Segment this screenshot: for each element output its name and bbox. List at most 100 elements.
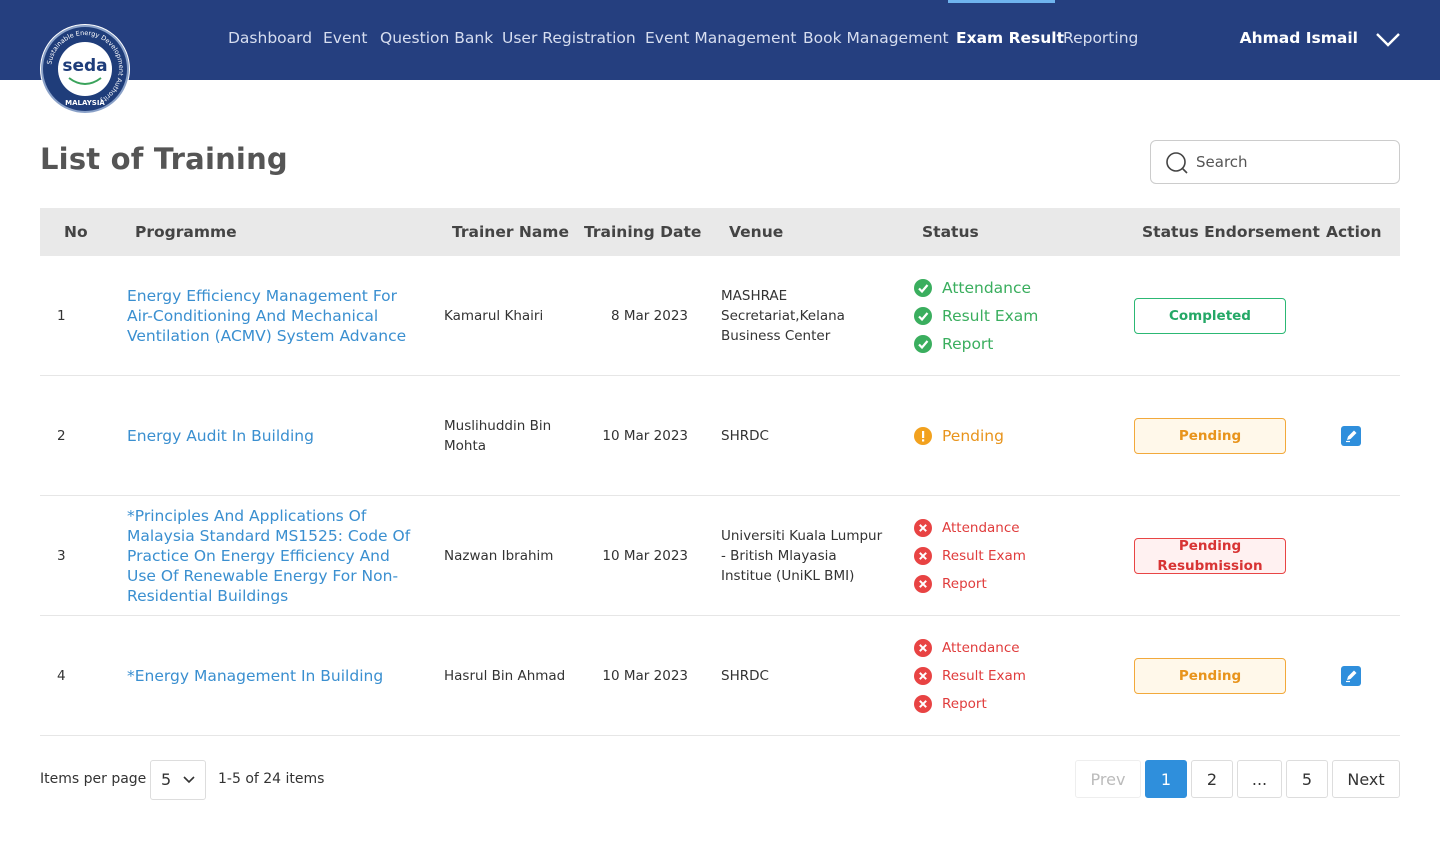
venue-text: SHRDC: [721, 668, 769, 684]
row-number: 4: [57, 616, 97, 736]
status-label: Report: [942, 696, 987, 712]
training-date-text: 10 Mar 2023: [602, 548, 688, 564]
venue-text: SHRDC: [721, 428, 769, 444]
nav-item[interactable]: User Registration: [502, 29, 636, 47]
programme-link-text[interactable]: Energy Efficiency Management For Air-Con…: [127, 287, 407, 345]
table-header: No Programme Trainer Name Training Date Venu…: [40, 208, 1400, 256]
search-icon: [1166, 152, 1188, 174]
status-label: Report: [942, 576, 987, 592]
endorsement-badge: Pending: [1134, 658, 1286, 694]
table-row: 3 *Principles And Applications Of Malaysi…: [40, 496, 1400, 616]
training-date: 8 Mar 2023: [580, 256, 688, 376]
endorsement-badge: Completed: [1134, 298, 1286, 334]
pagination-button[interactable]: 1: [1145, 760, 1187, 798]
programme-link-text[interactable]: *Principles And Applications Of Malaysia…: [127, 507, 411, 605]
edit-button[interactable]: [1341, 666, 1361, 686]
programme-link[interactable]: Energy Efficiency Management For Air-Con…: [127, 256, 422, 376]
column-header: No: [64, 223, 88, 241]
trainer-name-text: Nazwan Ibrahim: [444, 548, 554, 564]
programme-link-text[interactable]: *Energy Management In Building: [127, 667, 384, 685]
status-icon: [914, 427, 932, 445]
training-date-text: 8 Mar 2023: [611, 308, 688, 324]
table-row: 2 Energy Audit In Building Muslihuddin Bin…: [40, 376, 1400, 496]
venue-text: Universiti Kuala Lumpur - British Mlayas…: [721, 528, 883, 584]
status-icon: [914, 279, 932, 297]
column-header: Trainer Name: [452, 223, 569, 241]
pagination-button: Prev: [1075, 760, 1141, 798]
row-number: 2: [57, 376, 97, 496]
logo: Sustainable Energy Development Authority…: [40, 24, 130, 114]
user-menu-chevron[interactable]: [1374, 30, 1402, 50]
venue: SHRDC: [721, 616, 891, 736]
top-bar: Dashboard Event Question Bank User Registra…: [0, 0, 1440, 80]
nav-item[interactable]: Exam Result: [956, 29, 1065, 47]
trainer-name: Nazwan Ibrahim: [444, 496, 574, 616]
pagination-button[interactable]: 2: [1191, 760, 1233, 798]
training-date: 10 Mar 2023: [580, 616, 688, 736]
row-number-text: 2: [57, 428, 66, 444]
training-date-text: 10 Mar 2023: [602, 668, 688, 684]
items-per-page-value: 5: [161, 770, 172, 789]
items-per-page-select[interactable]: 5: [150, 760, 206, 800]
row-number: 3: [57, 496, 97, 616]
programme-link[interactable]: *Principles And Applications Of Malaysia…: [127, 496, 422, 616]
status-label: Pending: [942, 427, 1004, 445]
search-placeholder: Search: [1196, 153, 1248, 171]
pagination-button[interactable]: ...: [1237, 760, 1282, 798]
status-label: Attendance: [942, 520, 1020, 536]
status-icon: [914, 639, 932, 657]
status-icon: [914, 667, 932, 685]
status-label: Result Exam: [942, 548, 1026, 564]
training-date-text: 10 Mar 2023: [602, 428, 688, 444]
status-label: Report: [942, 335, 994, 353]
status-icon: [914, 575, 932, 593]
nav-item[interactable]: Event Management: [645, 29, 797, 47]
trainer-name: Muslihuddin Bin Mohta: [444, 376, 574, 496]
row-number-text: 4: [57, 668, 66, 684]
trainer-name: Hasrul Bin Ahmad: [444, 616, 574, 736]
endorsement-badge: Pending Resubmission: [1134, 538, 1286, 574]
select-chevron: [183, 776, 195, 784]
venue: SHRDC: [721, 376, 891, 496]
column-header: Status: [922, 223, 979, 241]
nav-item[interactable]: Reporting: [1063, 29, 1139, 47]
status-icon: [914, 307, 932, 325]
pagination-button[interactable]: Next: [1332, 760, 1400, 798]
trainer-name-text: Muslihuddin Bin Mohta: [444, 418, 552, 454]
nav-item[interactable]: Event: [323, 29, 368, 47]
venue-text: MASHRAE Secretariat,Kelana Business Cent…: [721, 288, 845, 344]
status-icon: [914, 695, 932, 713]
nav-active-indicator: [948, 0, 1055, 3]
column-header: Programme: [135, 223, 237, 241]
row-number-text: 1: [57, 308, 66, 324]
nav-item[interactable]: Dashboard: [228, 29, 313, 47]
venue: Universiti Kuala Lumpur - British Mlayas…: [721, 496, 891, 616]
status-label: Attendance: [942, 279, 1032, 297]
user-name[interactable]: Ahmad Ismail: [1239, 29, 1358, 47]
programme-link[interactable]: *Energy Management In Building: [127, 616, 422, 736]
pagination-button[interactable]: 5: [1286, 760, 1328, 798]
column-header: Action: [1326, 223, 1382, 241]
column-header: Training Date: [584, 223, 702, 241]
endorsement-badge: Pending: [1134, 418, 1286, 454]
logo-country: MALAYSIA: [65, 99, 105, 107]
row-number-text: 3: [57, 548, 66, 564]
search-box[interactable]: Search: [1150, 140, 1400, 184]
table-row: 1 Energy Efficiency Management For Air-Co…: [40, 256, 1400, 376]
row-number: 1: [57, 256, 97, 376]
items-per-page-label: Items per page: [40, 771, 147, 787]
trainer-name: Kamarul Khairi: [444, 256, 574, 376]
trainer-name-text: Hasrul Bin Ahmad: [444, 668, 566, 684]
trainer-name-text: Kamarul Khairi: [444, 308, 544, 324]
nav-item[interactable]: Book Management: [803, 29, 949, 47]
status-label: Result Exam: [942, 668, 1026, 684]
training-date: 10 Mar 2023: [580, 376, 688, 496]
nav-item[interactable]: Question Bank: [380, 29, 494, 47]
edit-button[interactable]: [1341, 426, 1361, 446]
venue: MASHRAE Secretariat,Kelana Business Cent…: [721, 256, 891, 376]
logo-brand: seda: [62, 56, 107, 76]
programme-link[interactable]: Energy Audit In Building: [127, 376, 422, 496]
programme-link-text[interactable]: Energy Audit In Building: [127, 427, 314, 445]
column-header: Venue: [729, 223, 784, 241]
